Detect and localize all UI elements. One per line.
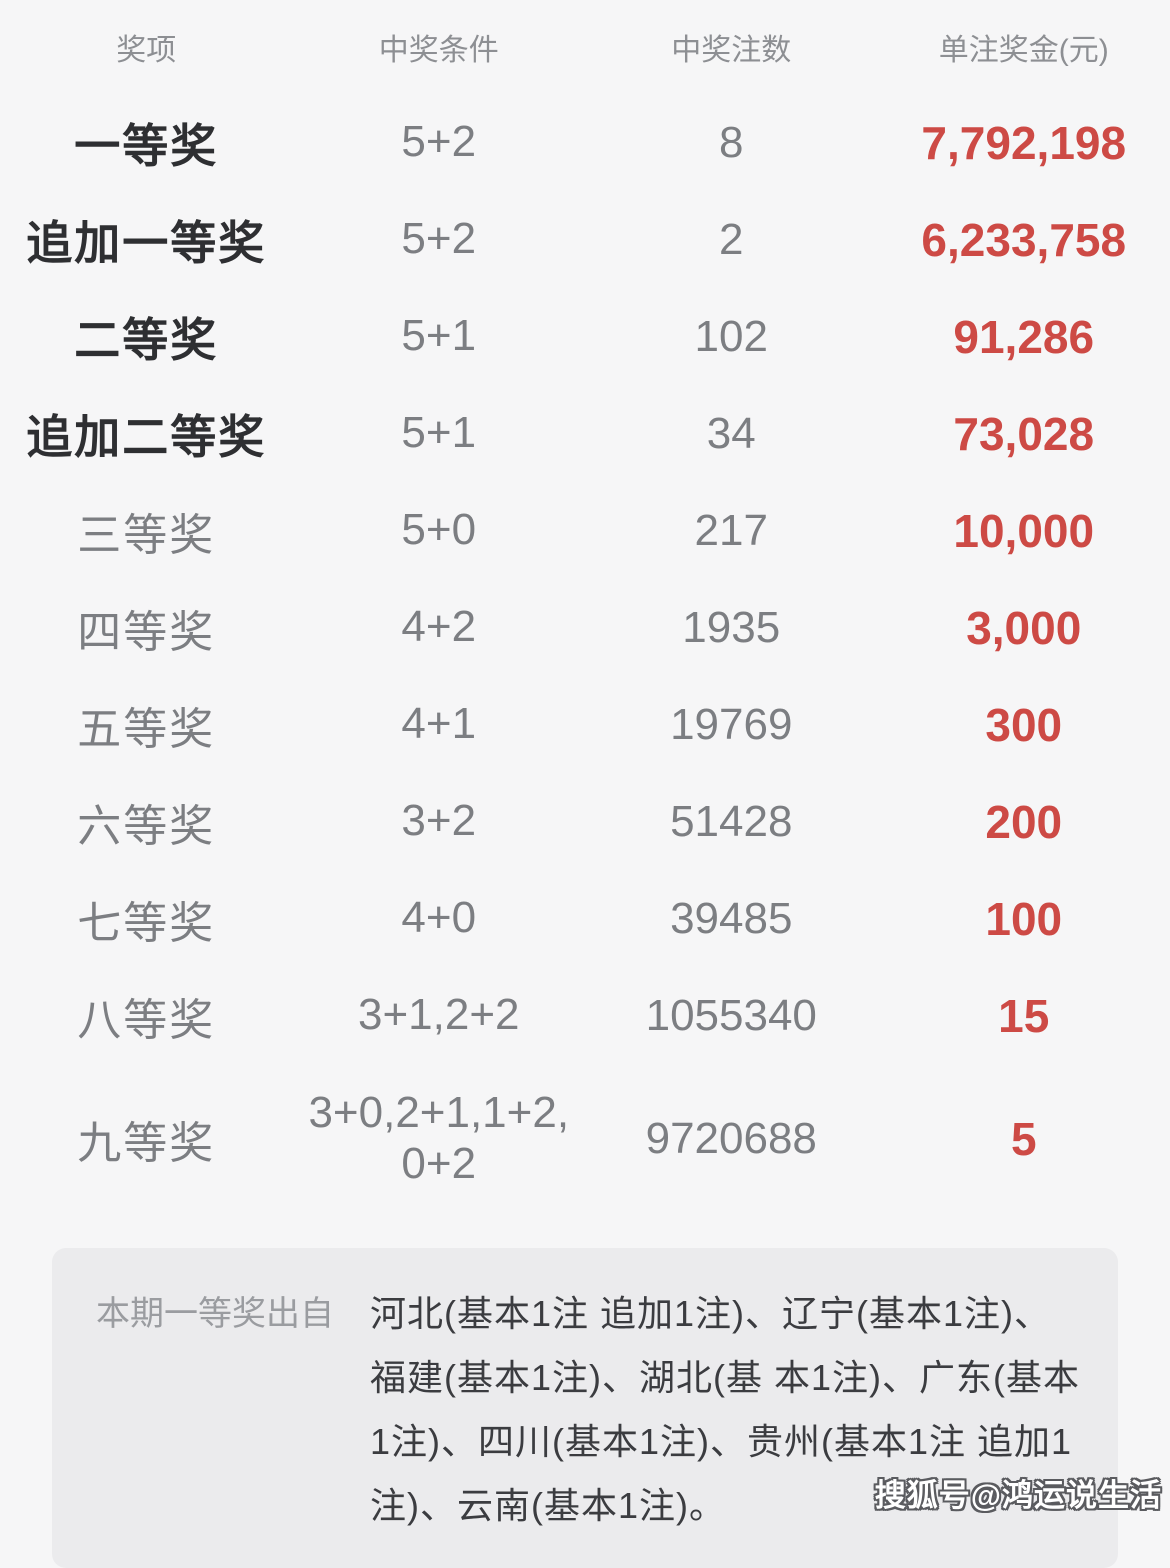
winning-bets: 1055340 bbox=[585, 991, 878, 1041]
prize-amount: 200 bbox=[878, 795, 1170, 849]
winning-bets: 51428 bbox=[585, 797, 878, 847]
prize-name: 四等奖 bbox=[0, 596, 293, 660]
prize-amount: 10,000 bbox=[878, 504, 1170, 558]
prize-name: 七等奖 bbox=[0, 887, 293, 951]
prize-name: 九等奖 bbox=[0, 1107, 293, 1171]
prize-name: 追加一等奖 bbox=[0, 207, 293, 273]
header-condition: 中奖条件 bbox=[293, 25, 586, 69]
prize-amount: 15 bbox=[878, 989, 1170, 1043]
first-prize-origin-panel: 本期一等奖出自 河北(基本1注 追加1注)、辽宁(基本1注)、福建(基本1注)、… bbox=[52, 1248, 1118, 1568]
prize-name: 二等奖 bbox=[0, 304, 293, 370]
header-amount: 单注奖金(元) bbox=[878, 25, 1170, 69]
win-condition: 3+0,2+1,1+2, 0+2 bbox=[293, 1088, 586, 1189]
origin-label: 本期一等奖出自 bbox=[74, 1282, 370, 1538]
header-prize: 奖项 bbox=[0, 25, 293, 69]
winning-bets: 217 bbox=[585, 506, 878, 556]
header-count: 中奖注数 bbox=[585, 25, 878, 69]
win-condition: 3+1,2+2 bbox=[293, 990, 586, 1041]
win-condition: 4+0 bbox=[293, 893, 586, 944]
prize-amount: 3,000 bbox=[878, 601, 1170, 655]
winning-bets: 8 bbox=[585, 118, 878, 168]
table-row: 七等奖 4+0 39485 100 bbox=[0, 870, 1170, 967]
table-row: 六等奖 3+2 51428 200 bbox=[0, 773, 1170, 870]
winning-bets: 2 bbox=[585, 215, 878, 265]
win-condition: 4+1 bbox=[293, 699, 586, 750]
winning-bets: 102 bbox=[585, 312, 878, 362]
table-row: 追加一等奖 5+2 2 6,233,758 bbox=[0, 191, 1170, 288]
table-header-row: 奖项 中奖条件 中奖注数 单注奖金(元) bbox=[0, 0, 1170, 94]
prize-name: 三等奖 bbox=[0, 499, 293, 563]
prize-amount: 73,028 bbox=[878, 407, 1170, 461]
win-condition: 5+2 bbox=[293, 117, 586, 168]
table-row: 三等奖 5+0 217 10,000 bbox=[0, 482, 1170, 579]
winning-bets: 1935 bbox=[585, 603, 878, 653]
table-row: 追加二等奖 5+1 34 73,028 bbox=[0, 385, 1170, 482]
table-row: 二等奖 5+1 102 91,286 bbox=[0, 288, 1170, 385]
prize-name: 一等奖 bbox=[0, 110, 293, 176]
prize-amount: 91,286 bbox=[878, 310, 1170, 364]
win-condition: 4+2 bbox=[293, 602, 586, 653]
prize-name: 追加二等奖 bbox=[0, 401, 293, 467]
prize-name: 六等奖 bbox=[0, 790, 293, 854]
prize-amount: 5 bbox=[878, 1112, 1170, 1166]
prize-table: 奖项 中奖条件 中奖注数 单注奖金(元) 一等奖 5+2 8 7,792,198… bbox=[0, 0, 1170, 1214]
sohu-watermark: 搜狐号@鸿运说生活 bbox=[875, 1470, 1162, 1515]
prize-amount: 100 bbox=[878, 892, 1170, 946]
prize-amount: 6,233,758 bbox=[878, 213, 1170, 267]
winning-bets: 9720688 bbox=[585, 1114, 878, 1164]
winning-bets: 39485 bbox=[585, 894, 878, 944]
prize-name: 五等奖 bbox=[0, 693, 293, 757]
winning-bets: 19769 bbox=[585, 700, 878, 750]
table-row: 八等奖 3+1,2+2 1055340 15 bbox=[0, 967, 1170, 1064]
win-condition: 5+1 bbox=[293, 408, 586, 459]
win-condition: 3+2 bbox=[293, 796, 586, 847]
winning-bets: 34 bbox=[585, 409, 878, 459]
win-condition: 5+2 bbox=[293, 214, 586, 265]
table-row: 五等奖 4+1 19769 300 bbox=[0, 676, 1170, 773]
table-row: 九等奖 3+0,2+1,1+2, 0+2 9720688 5 bbox=[0, 1064, 1170, 1214]
table-row: 一等奖 5+2 8 7,792,198 bbox=[0, 94, 1170, 191]
prize-amount: 300 bbox=[878, 698, 1170, 752]
win-condition: 5+1 bbox=[293, 311, 586, 362]
prize-amount: 7,792,198 bbox=[878, 116, 1170, 170]
table-row: 四等奖 4+2 1935 3,000 bbox=[0, 579, 1170, 676]
win-condition: 5+0 bbox=[293, 505, 586, 556]
prize-name: 八等奖 bbox=[0, 984, 293, 1048]
